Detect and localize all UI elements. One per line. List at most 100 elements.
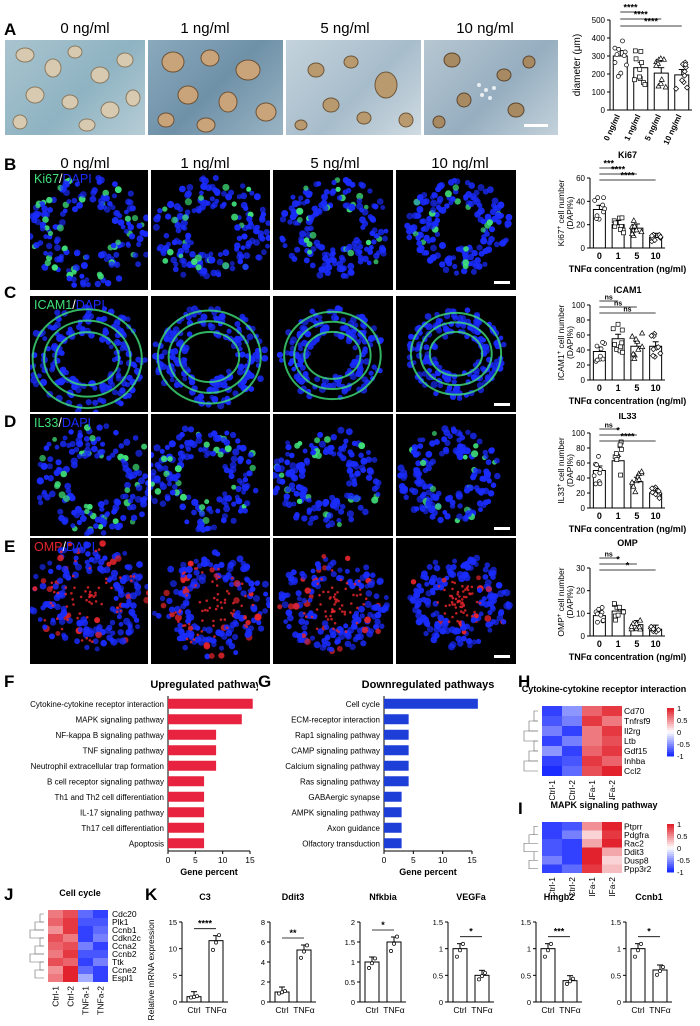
conc-header-b-1: 1 ng/ml: [180, 155, 230, 172]
x-tick-label: Ctrl: [631, 1005, 644, 1015]
x-tick-label: 10: [218, 855, 228, 865]
x-tick-label: 10: [651, 639, 661, 649]
heatmap-cell: [602, 847, 622, 856]
column-label: Ctrl-1: [51, 986, 61, 1007]
heatmap-cell: [93, 966, 108, 974]
y-tick-label: 60: [576, 459, 585, 468]
color-scale-segment: [667, 864, 674, 867]
data-point: [657, 80, 665, 86]
ki67-image-1: [151, 170, 270, 290]
il33-stain-dapi: DAPI: [61, 416, 92, 430]
bar: [168, 745, 217, 756]
dendrogram-branch: [34, 969, 44, 979]
color-scale-segment: [667, 854, 674, 857]
bar: [384, 807, 402, 818]
y-tick-label: 40: [576, 474, 585, 483]
heatmap-cell: [542, 726, 562, 736]
x-tick-label: 10: [651, 511, 661, 521]
y-tick-label: 5: [173, 971, 177, 980]
data-point: [649, 485, 656, 492]
heatmap-cell: [542, 822, 562, 831]
color-scale-label: 0.5: [677, 832, 687, 841]
y-tick-label: 0: [581, 376, 586, 385]
heatmap-cell: [63, 942, 78, 950]
heatmap-cell: [93, 958, 108, 966]
chart-title: ICAM1: [613, 285, 641, 295]
heatmap-cell: [63, 934, 78, 942]
ki67-organoid-3: [404, 177, 513, 276]
y-axis-label: ICAM1+ cell number: [556, 304, 566, 380]
heatmap-title: MAPK signaling pathway: [550, 800, 657, 810]
data-point: [656, 495, 663, 502]
chart-title: Upregulated pathways: [150, 679, 258, 691]
row-label: Rac2: [624, 838, 644, 848]
panel-label-d: D: [4, 412, 17, 431]
heatmap-cell: [562, 856, 582, 865]
icam1-scale-bar: [494, 403, 510, 406]
data-point: [367, 966, 371, 970]
significance-label: *: [616, 426, 620, 436]
row-label: Ppp3r2: [624, 864, 652, 874]
data-point: [612, 342, 617, 347]
x-tick-label: 10 ng/ml: [662, 113, 684, 146]
heatmap-cell: [562, 716, 582, 726]
data-point: [613, 451, 619, 456]
y-tick-label: 0: [351, 998, 355, 1007]
data-point: [637, 74, 642, 80]
data-point: [596, 606, 602, 612]
data-point: [682, 61, 689, 68]
significance-label: *: [626, 561, 630, 571]
significance-label: *: [469, 927, 473, 937]
color-scale-segment: [667, 708, 674, 711]
heatmap-cell: [602, 736, 622, 746]
icam1-image-0: ICAM1/DAPI: [30, 296, 148, 412]
significance-label: ns: [605, 552, 613, 559]
data-point: [658, 969, 662, 973]
data-point: [619, 340, 625, 346]
color-scale-label: -1: [677, 868, 684, 877]
data-point: [299, 955, 303, 960]
data-point: [637, 66, 643, 72]
color-scale-segment: [667, 848, 674, 851]
heatmap-cell: [542, 847, 562, 856]
data-point: [639, 941, 643, 946]
heatmap-cell: [63, 950, 78, 958]
panel-label-k: K: [145, 885, 158, 904]
data-point: [618, 472, 623, 478]
bar: [384, 838, 402, 849]
il33-stain-marker: IL33: [34, 416, 59, 430]
heatmap-cell: [78, 958, 93, 966]
data-point: [480, 974, 484, 979]
data-point: [598, 346, 604, 352]
y-tick-label: 400: [592, 34, 606, 43]
heatmap-cell: [582, 856, 602, 865]
x-tick-label: 0: [597, 251, 602, 261]
y-axis-label-sup: +: [557, 225, 563, 229]
data-point: [483, 970, 487, 975]
data-point: [618, 70, 624, 76]
data-point: [679, 77, 686, 84]
x-tick-label: Ctrl: [365, 1005, 378, 1015]
y-axis-label-rest: cell number: [556, 437, 566, 483]
heatmap-cell: [602, 856, 622, 865]
heatmap-cell: [93, 942, 108, 950]
data-point: [684, 84, 691, 91]
x-tick-label: 1: [616, 639, 621, 649]
bar: [611, 460, 625, 509]
heatmap-cell: [602, 716, 622, 726]
heatmap-cell: [48, 910, 63, 918]
data-point: [613, 617, 618, 623]
y-tick-label: 20: [576, 221, 585, 230]
brightfield-image-3: [424, 40, 558, 135]
data-point: [650, 352, 657, 359]
heatmap-cell: [562, 822, 582, 831]
color-scale-segment: [667, 720, 674, 723]
color-scale-segment: [667, 742, 674, 745]
significance-label: ****: [634, 10, 649, 20]
y-tick-label: 30: [576, 564, 585, 573]
data-point: [612, 45, 618, 51]
data-point: [614, 457, 620, 462]
x-tick-label: 0: [597, 639, 602, 649]
row-label: Inhba: [624, 756, 646, 766]
heatmap-cell: [542, 864, 562, 873]
